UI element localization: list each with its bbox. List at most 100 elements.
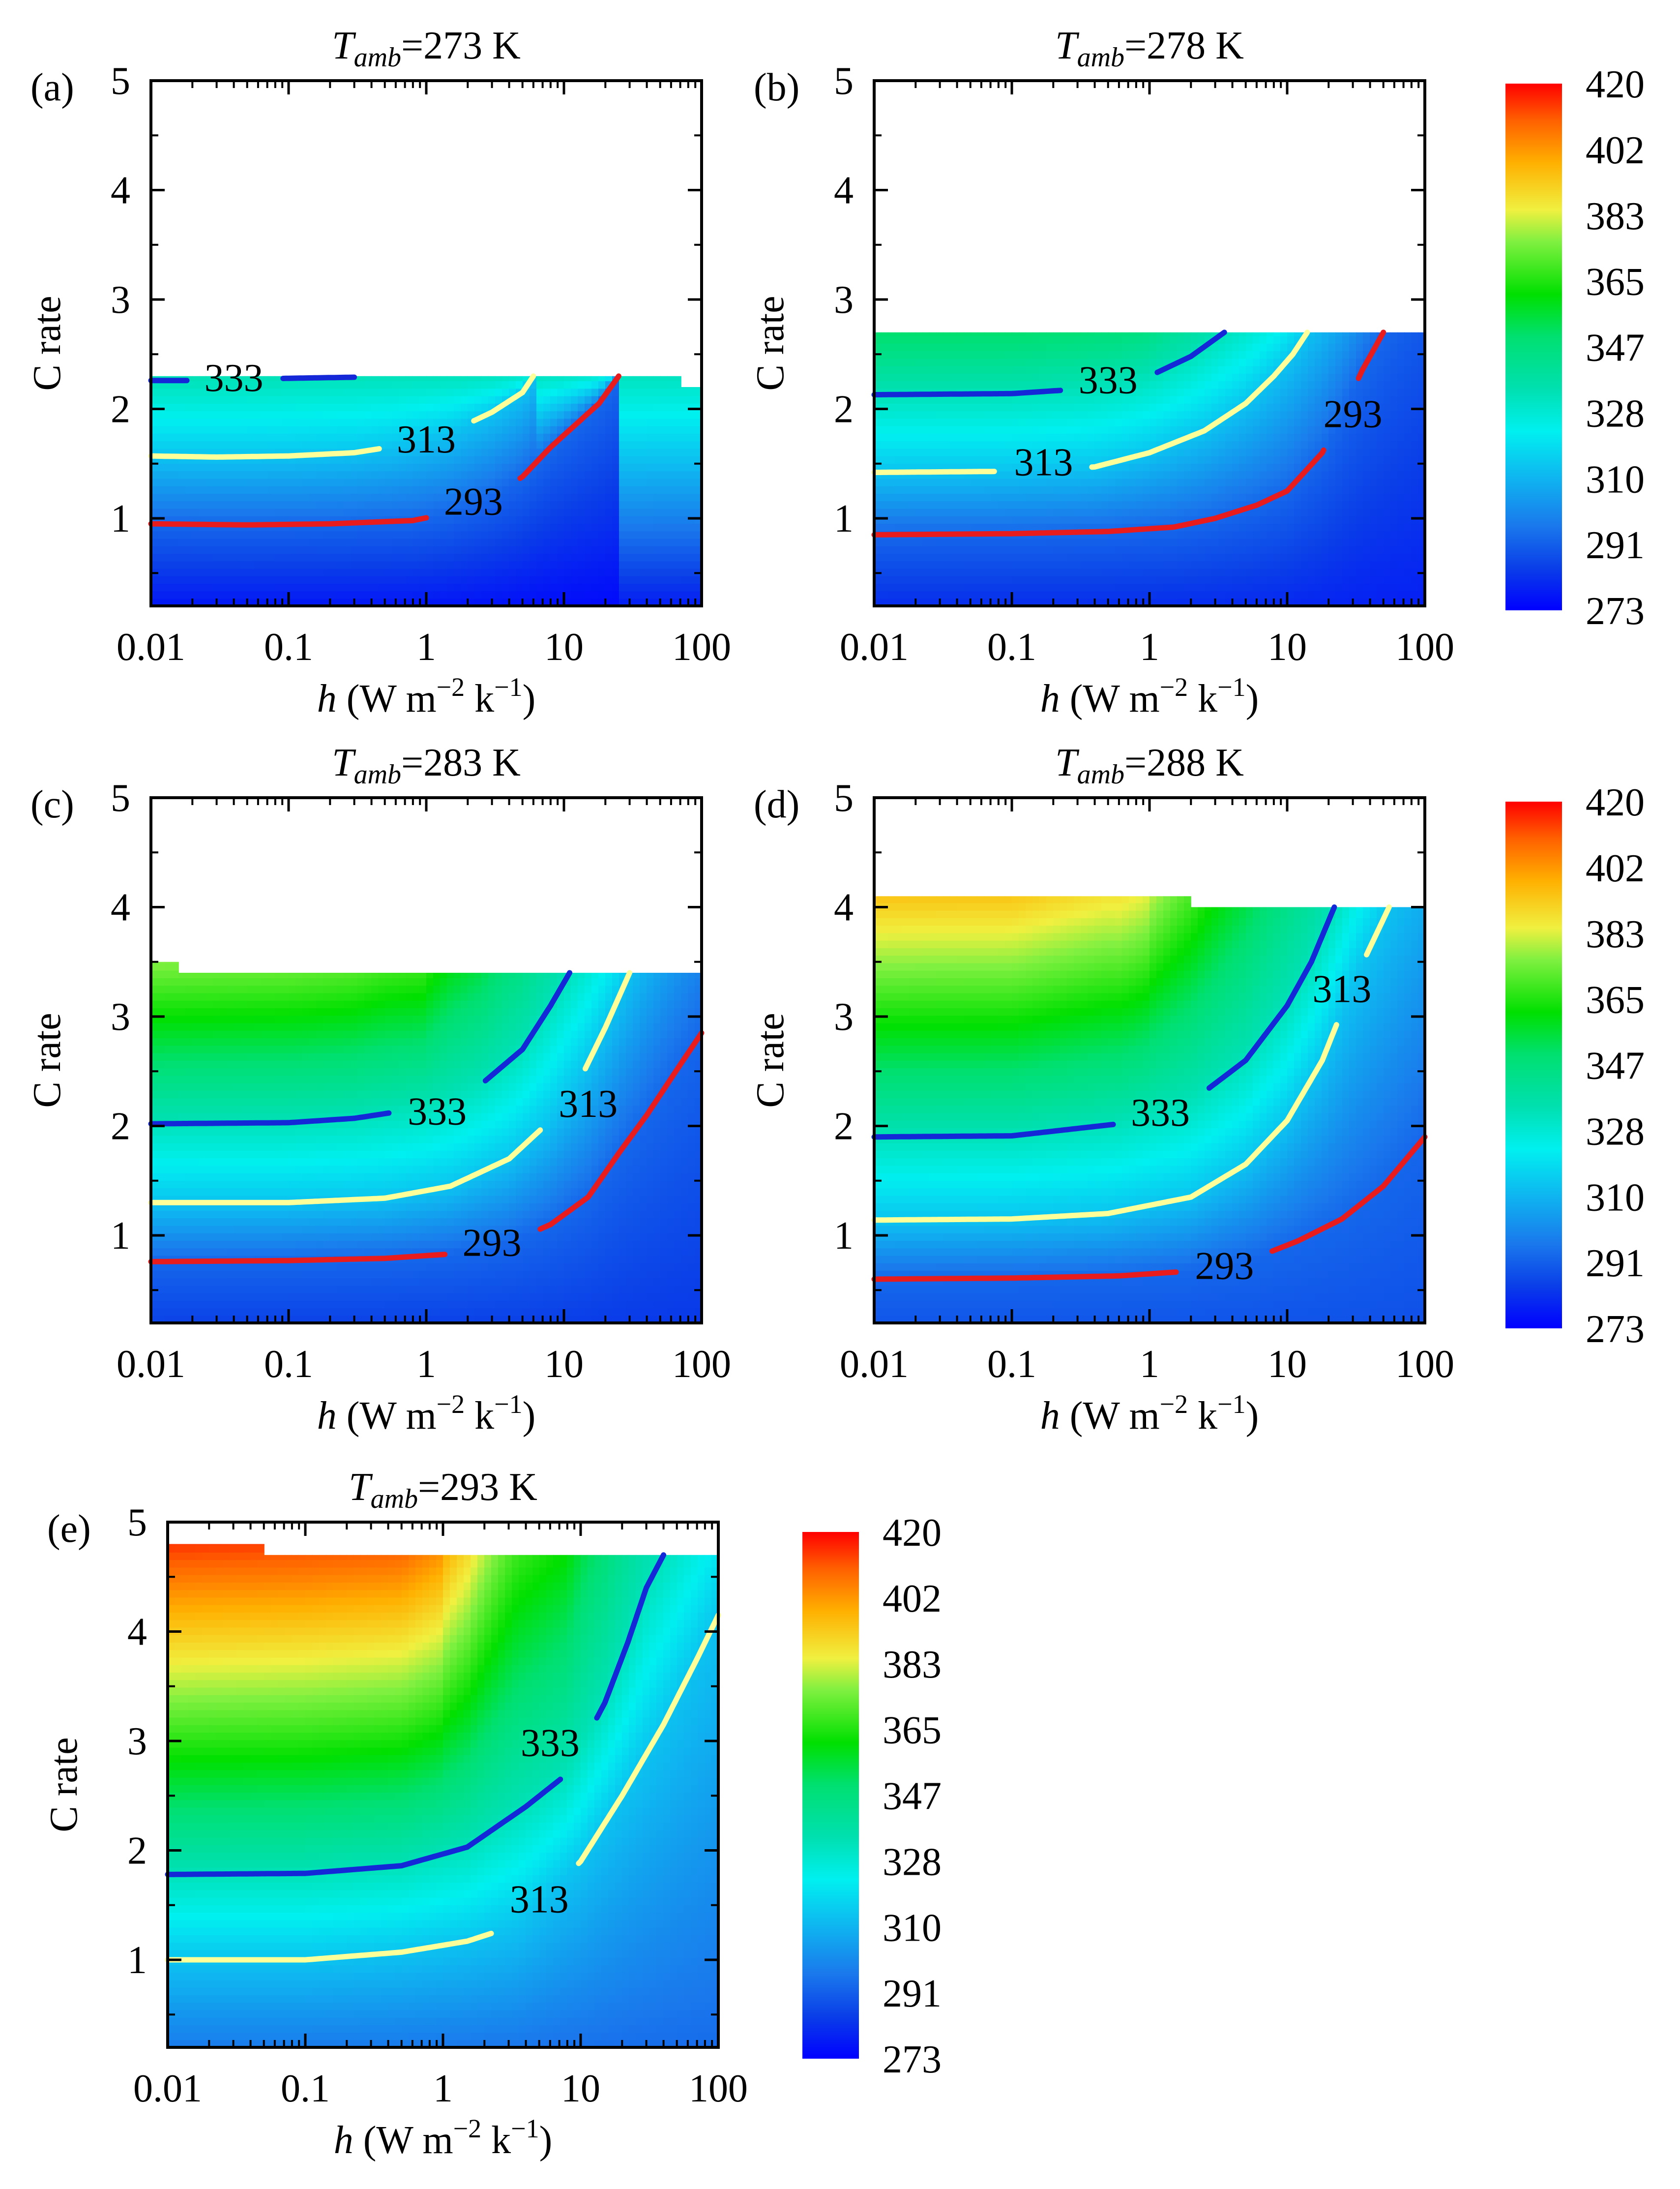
field-cell — [591, 418, 599, 426]
field-cell — [509, 493, 516, 502]
field-cell — [151, 485, 158, 494]
field-cell — [295, 583, 303, 592]
field-cell — [378, 411, 385, 419]
field-cell — [881, 568, 888, 576]
field-cell — [516, 411, 523, 419]
field-cell — [571, 568, 578, 576]
field-cell — [261, 463, 268, 472]
field-cell — [1012, 553, 1019, 562]
field-cell — [495, 515, 502, 524]
field-cell — [240, 553, 248, 562]
field-cell — [488, 463, 496, 472]
field-cell — [536, 591, 544, 599]
field-cell — [433, 553, 441, 562]
field-cell — [1177, 531, 1184, 539]
field-cell — [640, 381, 647, 389]
field-cell — [964, 381, 971, 389]
field-cell — [371, 388, 379, 396]
field-cell — [653, 591, 661, 599]
field-cell — [1301, 441, 1308, 449]
field-cell — [991, 508, 999, 516]
field-cell — [1019, 583, 1026, 592]
field-cell — [1074, 351, 1081, 359]
field-cell — [598, 463, 606, 472]
field-cell — [1267, 351, 1274, 359]
field-cell — [1039, 501, 1047, 509]
field-cell — [1170, 448, 1178, 456]
field-cell — [227, 493, 234, 502]
field-cell — [1039, 403, 1047, 412]
field-cell — [516, 455, 523, 464]
field-cell — [909, 583, 916, 592]
field-cell — [474, 515, 482, 524]
field-cell — [929, 455, 937, 464]
field-cell — [461, 433, 468, 442]
field-cell — [688, 448, 695, 456]
field-cell — [1053, 583, 1061, 592]
field-cell — [399, 568, 406, 576]
field-cell — [895, 515, 902, 524]
field-cell — [213, 508, 220, 516]
field-cell — [1101, 418, 1109, 426]
field-cell — [1308, 351, 1315, 359]
field-cell — [151, 493, 158, 502]
field-cell — [344, 381, 351, 389]
field-cell — [895, 358, 902, 366]
field-cell — [674, 448, 681, 456]
field-cell — [543, 463, 551, 472]
field-cell — [1163, 388, 1171, 396]
field-cell — [1205, 553, 1212, 562]
field-cell — [633, 388, 640, 396]
field-cell — [344, 591, 351, 599]
field-cell — [977, 358, 985, 366]
field-cell — [895, 411, 902, 419]
field-cell — [1115, 418, 1122, 426]
field-cell — [447, 395, 454, 404]
field-cell — [165, 485, 172, 494]
field-cell — [619, 411, 626, 419]
field-cell — [1246, 448, 1253, 456]
field-cell — [971, 568, 978, 576]
field-cell — [1081, 448, 1088, 456]
field-cell — [585, 448, 592, 456]
field-cell — [1218, 553, 1226, 562]
field-cell — [943, 591, 950, 599]
field-cell — [1191, 478, 1198, 486]
field-cell — [888, 343, 895, 352]
field-cell — [888, 538, 895, 546]
field-cell — [282, 568, 289, 576]
field-cell — [915, 538, 923, 546]
field-cell — [1060, 576, 1067, 584]
field-cell — [1136, 576, 1143, 584]
field-cell — [523, 576, 530, 584]
field-cell — [991, 351, 999, 359]
field-cell — [282, 553, 289, 562]
field-cell — [1149, 463, 1157, 472]
field-cell — [1143, 381, 1150, 389]
field-cell — [874, 332, 882, 336]
field-cell — [1088, 553, 1095, 562]
field-cell — [943, 358, 950, 366]
field-cell — [950, 598, 957, 606]
field-cell — [688, 387, 695, 389]
field-cell — [454, 471, 461, 479]
field-cell — [1136, 508, 1143, 516]
field-cell — [1280, 538, 1288, 546]
field-cell — [392, 425, 399, 434]
field-cell — [502, 501, 509, 509]
field-cell — [585, 523, 592, 532]
field-cell — [585, 538, 592, 546]
field-cell — [495, 568, 502, 576]
field-cell — [406, 463, 413, 472]
field-cell — [626, 531, 633, 539]
field-cell — [275, 545, 282, 554]
field-cell — [977, 433, 985, 442]
field-cell — [557, 455, 564, 464]
field-cell — [481, 598, 489, 606]
field-cell — [647, 388, 654, 396]
field-cell — [1074, 343, 1081, 352]
field-cell — [433, 583, 441, 592]
field-cell — [1053, 515, 1061, 524]
field-cell — [502, 441, 509, 449]
field-cell — [351, 418, 358, 426]
